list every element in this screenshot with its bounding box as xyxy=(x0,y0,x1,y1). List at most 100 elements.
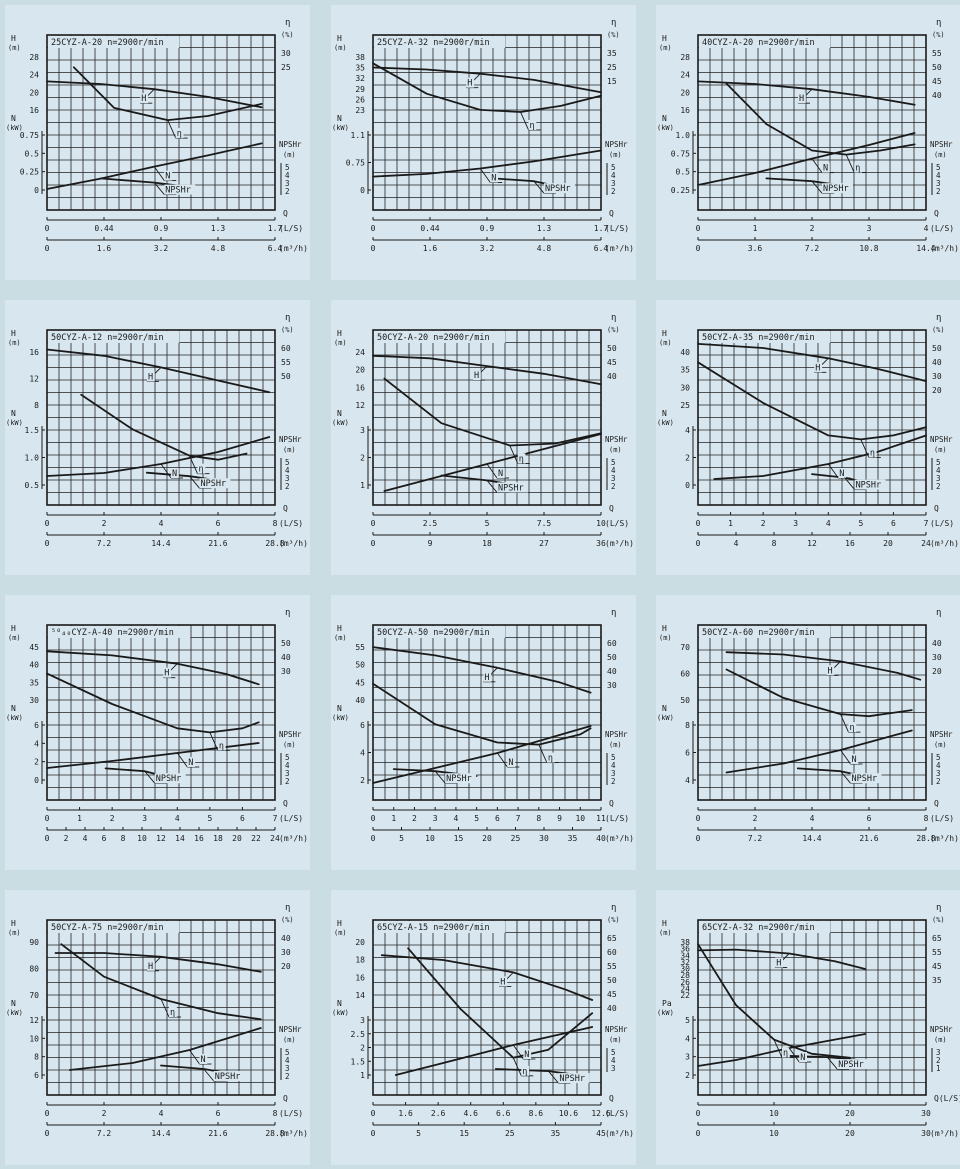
label-h-bg xyxy=(147,960,155,971)
npshr-tick: 4 xyxy=(285,171,290,180)
q-m3h-tick: 0 xyxy=(696,244,701,253)
h-tick: 28 xyxy=(680,53,690,62)
q-m3h-tick: 20 xyxy=(482,834,492,843)
plot-frame xyxy=(46,329,276,506)
label-npshr-bg xyxy=(822,183,853,194)
n-tick: 6 xyxy=(34,721,39,730)
npshr-tick: 4 xyxy=(611,171,616,180)
npshr-axis-unit: (m) xyxy=(934,446,947,454)
h-tick: 24 xyxy=(680,71,690,80)
plot-frame xyxy=(697,919,927,1096)
n-axis-label: N xyxy=(11,704,16,713)
eta-tick: 60 xyxy=(607,639,617,648)
curve-n xyxy=(394,1026,594,1076)
h-axis-label: H xyxy=(11,34,16,43)
n-tick: 6 xyxy=(685,749,690,758)
q-m3h-tick: 10 xyxy=(137,834,147,843)
label-n-bg xyxy=(497,468,505,478)
n-tick: 1 xyxy=(360,1071,365,1080)
npshr-tick: 2 xyxy=(936,1056,941,1065)
label-n: N xyxy=(823,164,828,174)
q-ls-tick: 3 xyxy=(793,519,798,528)
label-n-leader xyxy=(486,463,498,479)
plot-frame xyxy=(697,34,927,211)
n-tick: 0.25 xyxy=(20,168,39,177)
eta-tick: 30 xyxy=(281,948,291,957)
h-axis-label: H xyxy=(337,34,342,43)
n-tick: 2 xyxy=(360,1044,365,1053)
eta-axis-unit: (%) xyxy=(281,916,294,924)
eta-tick: 50 xyxy=(281,372,291,381)
eta-tick: 25 xyxy=(281,63,291,72)
npshr-tick: 3 xyxy=(936,769,941,778)
q-m3h-tick: 14.4 xyxy=(151,1129,170,1138)
plot-frame xyxy=(372,34,602,211)
q-m3h-tick: 0 xyxy=(696,834,701,843)
n-tick: 0.75 xyxy=(671,149,690,158)
npshr-axis-label: NPSHr xyxy=(930,730,953,739)
h-tick: 16 xyxy=(29,106,39,115)
label-h-bg xyxy=(147,371,155,382)
h-tick: 35 xyxy=(29,678,39,687)
label-n-leader xyxy=(827,463,839,479)
npshr-tick: 5 xyxy=(936,458,941,467)
n-tick: 0.25 xyxy=(671,186,690,195)
h-tick: 45 xyxy=(29,643,39,652)
curve-h xyxy=(372,646,592,694)
eta-tick: 55 xyxy=(932,948,942,957)
eta-axis-label: η xyxy=(611,903,616,913)
npshr-tick: 4 xyxy=(285,761,290,770)
eta-tick: 40 xyxy=(932,91,942,100)
npshr-tick: 3 xyxy=(285,1064,290,1073)
h-tick: 32 xyxy=(680,958,690,967)
eta-tick: 30 xyxy=(932,653,942,662)
eta-tick: 40 xyxy=(607,372,617,381)
npshr-tick: 4 xyxy=(936,761,941,770)
h-tick: 32 xyxy=(355,74,365,83)
h-tick: 12 xyxy=(355,401,365,410)
n-tick: 10 xyxy=(29,1034,39,1043)
h-tick: 35 xyxy=(355,64,365,73)
label-n: N xyxy=(508,758,513,768)
q-m3h-unit: (m³/h) xyxy=(605,834,634,843)
n-tick: 0.75 xyxy=(346,159,365,168)
curve-h xyxy=(380,954,594,1001)
h-tick: 23 xyxy=(355,106,365,115)
h-tick: 14 xyxy=(355,991,365,1000)
h-tick: 36 xyxy=(680,945,690,954)
h-axis-unit: (m) xyxy=(334,929,347,937)
q-m3h-tick: 27 xyxy=(539,539,549,548)
label-npshr-bg xyxy=(850,773,882,784)
q-ls-tick: 4 xyxy=(826,519,831,528)
chart-title: 50CYZ-A-75 n=2900r/min xyxy=(51,923,164,933)
curve-eta xyxy=(372,62,602,113)
q-ls-tick: 8.6 xyxy=(529,1109,544,1118)
eta-tick: 50 xyxy=(607,976,617,985)
chart-title: 50CYZ-A-50 n=2900r/min xyxy=(377,628,490,638)
label-eta-leader xyxy=(189,455,198,474)
q-ls-tick: 6 xyxy=(216,1109,221,1118)
h-axis-unit: (m) xyxy=(8,929,21,937)
q-ls-tick: 5 xyxy=(858,519,863,528)
label-n-leader xyxy=(189,1049,200,1065)
label-h-bg xyxy=(798,93,806,104)
label-n-bg xyxy=(838,468,847,478)
label-eta-bg xyxy=(782,1047,790,1058)
q-ls-tick: 4 xyxy=(810,814,815,823)
q-ls-tick: 9 xyxy=(557,814,562,823)
h-tick: 55 xyxy=(355,643,365,652)
q-ls-tick: 10 xyxy=(596,519,606,528)
eta-tick: 50 xyxy=(932,344,942,353)
h-axis-label: H xyxy=(337,329,342,338)
plot-frame xyxy=(697,329,927,506)
q-ls-tick: 0 xyxy=(371,814,376,823)
label-npshr-leader xyxy=(533,180,545,194)
npshr-tick: 5 xyxy=(611,458,616,467)
q-label: Q xyxy=(283,1094,288,1103)
label-npshr-bg xyxy=(558,1073,590,1084)
curve-eta xyxy=(72,66,263,121)
q-ls-tick: 10 xyxy=(769,1109,779,1118)
q-label: Q xyxy=(609,799,614,808)
q-m3h-tick: 4.8 xyxy=(537,244,552,253)
h-tick: 50 xyxy=(355,661,365,670)
